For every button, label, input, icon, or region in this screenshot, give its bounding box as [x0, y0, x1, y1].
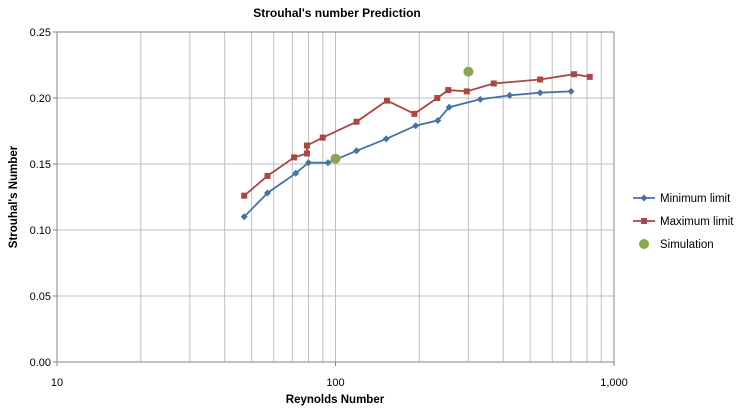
- data-point: [324, 159, 332, 167]
- y-tick-label: 0.05: [30, 291, 51, 303]
- data-point: [330, 153, 341, 164]
- data-point: [241, 192, 248, 199]
- data-point: [490, 80, 497, 87]
- data-point: [567, 87, 575, 95]
- data-point: [292, 169, 300, 177]
- data-point: [586, 73, 593, 80]
- y-tick-label: 0.25: [30, 27, 51, 39]
- x-tick-label: 10: [51, 377, 63, 389]
- legend-marker: [639, 239, 649, 249]
- data-point: [463, 66, 474, 77]
- y-axis-title: Strouhal's Number: [8, 145, 20, 248]
- data-point: [319, 134, 326, 141]
- series-line: [243, 90, 572, 218]
- legend-item: Simulation: [639, 239, 714, 251]
- legend-label: Minimum limit: [660, 193, 731, 205]
- legend-marker: [641, 218, 647, 224]
- legend-item: Maximum limit: [633, 216, 734, 228]
- y-tick-label: 0.15: [30, 159, 51, 171]
- data-point: [445, 103, 453, 111]
- data-point: [463, 88, 470, 95]
- legend: Minimum limit Maximum limit Simulation: [633, 193, 734, 251]
- data-point: [434, 95, 441, 101]
- y-tick-label: 0.10: [30, 225, 51, 237]
- legend-label: Simulation: [660, 239, 714, 251]
- x-tick-label: 1,000: [600, 377, 628, 389]
- legend-marker: [640, 194, 648, 202]
- data-point: [536, 89, 544, 97]
- data-point: [382, 135, 390, 143]
- series-layer: [240, 66, 593, 221]
- data-point: [291, 154, 298, 161]
- data-point: [305, 159, 313, 167]
- data-point: [264, 189, 272, 197]
- series-1: [241, 71, 593, 199]
- legend-label: Maximum limit: [660, 216, 734, 228]
- series-2: [330, 66, 474, 164]
- y-tick-label: 0.00: [30, 357, 51, 369]
- data-point: [383, 97, 390, 104]
- data-point: [353, 118, 360, 125]
- data-point: [264, 172, 271, 179]
- data-point: [412, 122, 420, 130]
- data-point: [240, 213, 248, 221]
- series-line: [243, 73, 590, 197]
- x-axis-title: Reynolds Number: [286, 394, 385, 406]
- data-point: [537, 76, 544, 83]
- chart-title: Strouhal's number Prediction: [253, 6, 421, 20]
- data-point: [476, 95, 484, 103]
- y-axis-ticks: 0.00 0.05 0.10 0.15 0.20 0.25: [30, 27, 57, 369]
- data-point: [506, 91, 514, 99]
- data-point: [570, 71, 577, 78]
- grid-lines: [56, 31, 615, 363]
- legend-item: Minimum limit: [633, 193, 731, 205]
- y-tick-label: 0.20: [30, 93, 51, 105]
- data-point: [445, 87, 452, 94]
- x-tick-label: 100: [326, 377, 344, 389]
- data-point: [303, 150, 310, 157]
- data-point: [434, 116, 442, 124]
- data-point: [303, 142, 310, 149]
- x-axis-ticks: 10 100 1,000: [51, 362, 628, 389]
- data-point: [411, 110, 418, 117]
- series-0: [240, 87, 575, 221]
- data-point: [353, 147, 361, 155]
